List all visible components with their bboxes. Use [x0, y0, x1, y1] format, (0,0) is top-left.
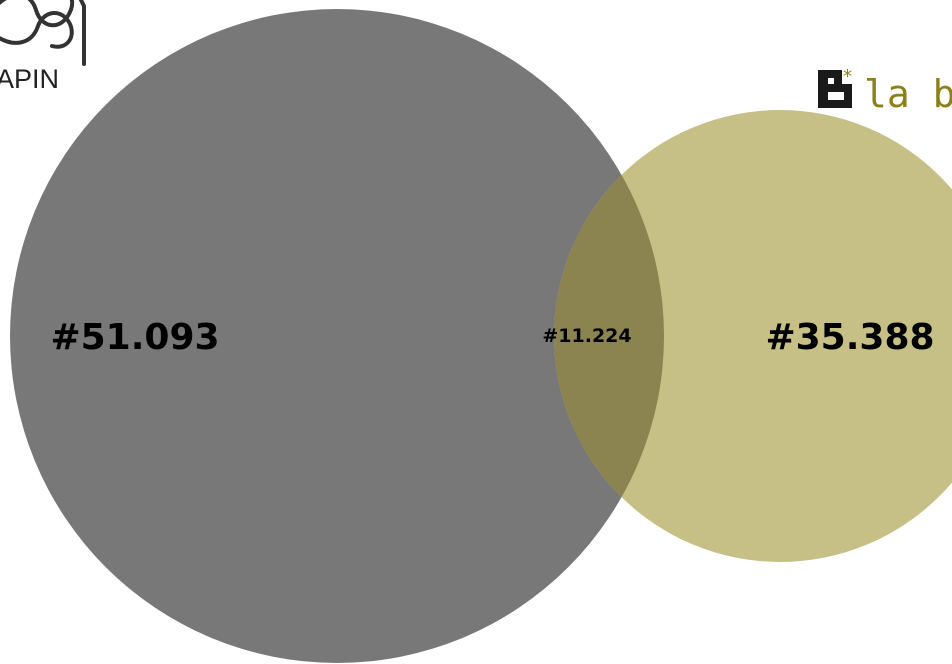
right-set-count: #35.388: [765, 317, 934, 358]
left-set-count: #51.093: [50, 317, 219, 358]
intersection-count: #11.224: [542, 325, 631, 347]
b-mark-icon: [818, 70, 852, 108]
infinity-knot-icon: [0, 0, 86, 66]
right-set-circle: [554, 110, 952, 562]
left-logo-text: APIN: [0, 64, 59, 94]
left-set-circle: [10, 9, 664, 663]
asterisk-icon: *: [843, 66, 852, 87]
left-logo: APIN: [0, 0, 86, 94]
right-logo-text: la b: [864, 72, 952, 116]
right-logo: * la b: [818, 66, 952, 116]
